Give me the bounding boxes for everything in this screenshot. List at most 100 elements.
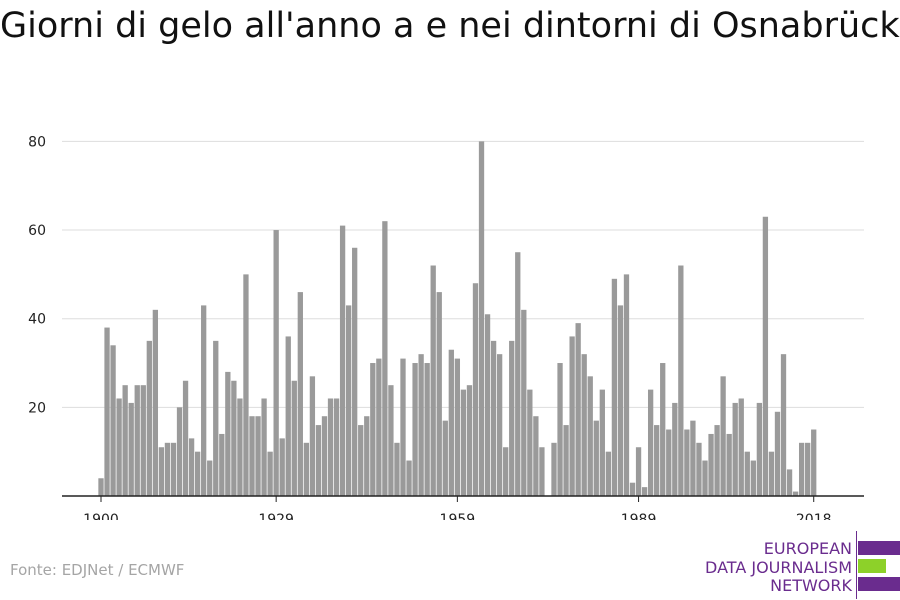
bar-1999 <box>696 442 702 496</box>
bar-1983 <box>599 389 605 496</box>
bar-1980 <box>581 354 587 496</box>
bar-1908 <box>146 340 152 496</box>
bar-1955 <box>430 265 436 496</box>
bar-1973 <box>539 447 545 496</box>
bar-1989 <box>635 447 642 496</box>
bar-1963 <box>478 141 485 496</box>
bar-1907 <box>140 385 146 496</box>
bar-1926 <box>255 416 261 496</box>
bar-1978 <box>569 336 575 496</box>
bar-1911 <box>164 442 171 496</box>
bar-1905 <box>128 402 134 496</box>
bar-1988 <box>629 482 636 496</box>
bar-1938 <box>327 398 334 496</box>
bar-1962 <box>472 283 479 496</box>
bar-2014 <box>786 469 793 496</box>
bar-1961 <box>466 385 473 496</box>
y-tick-label: 80 <box>28 134 46 150</box>
bar-1925 <box>249 416 255 496</box>
logo-bar-purple-bottom <box>858 577 900 591</box>
x-tick-label: 1989 <box>621 512 657 520</box>
bar-2012 <box>774 411 781 496</box>
bar-2001 <box>708 433 714 496</box>
bar-1953 <box>418 354 424 496</box>
logo-divider <box>856 531 857 599</box>
bar-2013 <box>780 354 787 496</box>
bar-1984 <box>605 451 612 496</box>
bar-1972 <box>533 416 539 496</box>
bar-1912 <box>170 442 177 496</box>
logo-line-3: NETWORK <box>770 576 852 595</box>
bar-1936 <box>315 425 322 496</box>
bar-1950 <box>400 358 406 496</box>
bar-2006 <box>738 398 744 496</box>
bar-1934 <box>303 442 310 496</box>
bar-1901 <box>104 327 110 496</box>
bar-1940 <box>339 225 346 496</box>
bar-2015 <box>792 491 799 496</box>
bar-1919 <box>213 340 219 496</box>
bar-1952 <box>412 363 418 496</box>
bar-1985 <box>611 278 618 496</box>
bar-2016 <box>798 442 805 496</box>
bar-1997 <box>684 429 690 496</box>
bar-1949 <box>394 442 400 496</box>
bar-1948 <box>388 385 394 496</box>
x-tick-label: 2018 <box>796 512 832 520</box>
bar-2010 <box>762 216 769 496</box>
bar-1928 <box>267 451 273 496</box>
bar-1996 <box>678 265 684 496</box>
bar-1951 <box>406 460 412 496</box>
chart-title: Giorni di gelo all'anno a e nei dintorni… <box>0 6 900 46</box>
bar-1924 <box>243 274 249 496</box>
bar-1964 <box>484 314 491 496</box>
bar-1958 <box>448 349 454 496</box>
bar-2017 <box>805 442 811 496</box>
bar-1943 <box>358 425 364 496</box>
bar-1914 <box>182 380 189 496</box>
logo-bar-purple-top <box>858 541 900 555</box>
bar-1968 <box>509 340 515 496</box>
bar-1922 <box>231 380 237 496</box>
bar-1945 <box>370 363 376 496</box>
bar-1913 <box>176 407 183 496</box>
bar-2002 <box>714 425 720 496</box>
bar-1930 <box>279 438 285 496</box>
bar-1921 <box>225 371 231 496</box>
bar-1959 <box>454 358 461 496</box>
bar-1903 <box>116 398 122 496</box>
logo-line-2: DATA JOURNALISM <box>705 558 852 577</box>
bar-1937 <box>321 416 328 496</box>
bar-1932 <box>291 380 297 496</box>
bar-1946 <box>376 358 382 496</box>
bar-1991 <box>647 389 654 496</box>
bar-1935 <box>309 376 316 496</box>
bar-2008 <box>750 460 756 496</box>
x-tick-label: 1959 <box>440 512 476 520</box>
bar-1960 <box>460 389 467 496</box>
logo-line-1: EUROPEAN <box>763 539 852 558</box>
bar-1970 <box>521 309 527 496</box>
bar-1956 <box>436 292 442 496</box>
x-axis-ticks: 1900 1929 1959 1989 2018 <box>83 496 832 520</box>
edjnet-logo: EUROPEAN DATA JOURNALISM NETWORK <box>700 531 900 599</box>
source-note: Fonte: EDJNet / ECMWF <box>10 561 185 579</box>
bar-1939 <box>333 398 340 496</box>
bar-1944 <box>364 416 370 496</box>
bar-1965 <box>490 340 497 496</box>
bar-1969 <box>515 252 521 496</box>
bar-2007 <box>744 451 750 496</box>
bar-1954 <box>424 363 430 496</box>
bar-1977 <box>563 425 569 496</box>
bar-1981 <box>587 376 593 496</box>
bar-1929 <box>273 230 279 497</box>
bar-1923 <box>237 398 243 496</box>
bar-1947 <box>382 221 388 496</box>
bar-1906 <box>134 385 140 496</box>
bar-1995 <box>672 402 678 496</box>
bar-1998 <box>690 420 696 496</box>
bar-1967 <box>503 447 509 496</box>
x-tick-label: 1929 <box>258 512 294 520</box>
bar-1918 <box>207 460 213 496</box>
bar-1971 <box>527 389 533 496</box>
